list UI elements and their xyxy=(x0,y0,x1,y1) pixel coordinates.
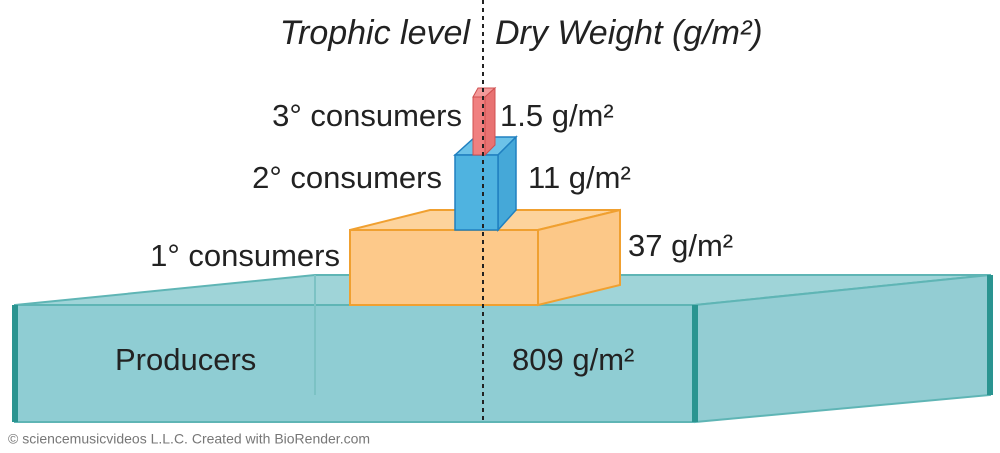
tertiary-consumers-block xyxy=(472,86,497,157)
level-label: 1° consumers xyxy=(150,238,340,273)
level-value: 37 g/m² xyxy=(628,228,733,263)
level-value: 809 g/m² xyxy=(512,342,634,377)
secondary-consumers-block xyxy=(453,135,518,232)
header-right: Dry Weight (g/m²) xyxy=(495,14,763,52)
header-left: Trophic level xyxy=(280,14,472,52)
level-value: 11 g/m² xyxy=(528,160,631,195)
level-label: 2° consumers xyxy=(252,160,442,195)
producers-block xyxy=(12,273,993,424)
level-label: Producers xyxy=(115,342,256,377)
level-label: 3° consumers xyxy=(272,98,462,133)
level-value: 1.5 g/m² xyxy=(500,98,614,133)
footer: © sciencemusicvideos L.L.C. Created with… xyxy=(8,431,370,447)
